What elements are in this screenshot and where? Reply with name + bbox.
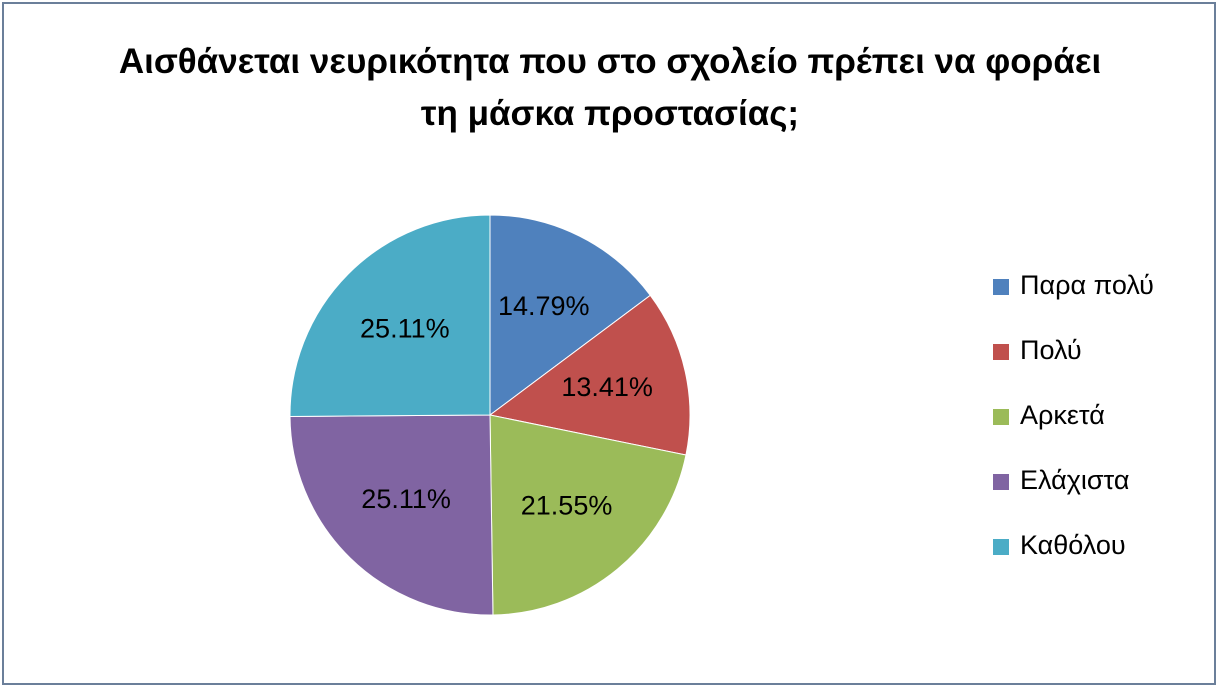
legend-swatch — [993, 409, 1009, 425]
data-label: 21.55% — [521, 491, 613, 521]
data-label: 25.11% — [360, 314, 450, 344]
legend-swatch — [993, 344, 1009, 360]
pie-slice — [289, 414, 494, 616]
pie-slice — [488, 294, 691, 456]
legend-label: Πολύ — [1020, 335, 1082, 365]
legend-label: Παρα πολύ — [1020, 270, 1154, 300]
legend-label: Καθόλου — [1020, 530, 1126, 560]
data-label: 25.11% — [361, 484, 451, 514]
pie-slice — [489, 414, 687, 616]
chart-title: Αισθάνεται νευρικότητα που στο σχολείο π… — [118, 42, 1102, 133]
data-label: 14.79% — [498, 291, 590, 321]
legend-swatch — [993, 539, 1009, 555]
pie-slice — [289, 214, 491, 417]
pie-slice — [489, 214, 651, 416]
legend-swatch — [993, 474, 1009, 490]
legend-label: Ελάχιστα — [1020, 465, 1129, 495]
legend-label: Αρκετά — [1020, 400, 1105, 430]
legend-swatch — [993, 279, 1009, 295]
data-label: 13.41% — [561, 372, 653, 402]
